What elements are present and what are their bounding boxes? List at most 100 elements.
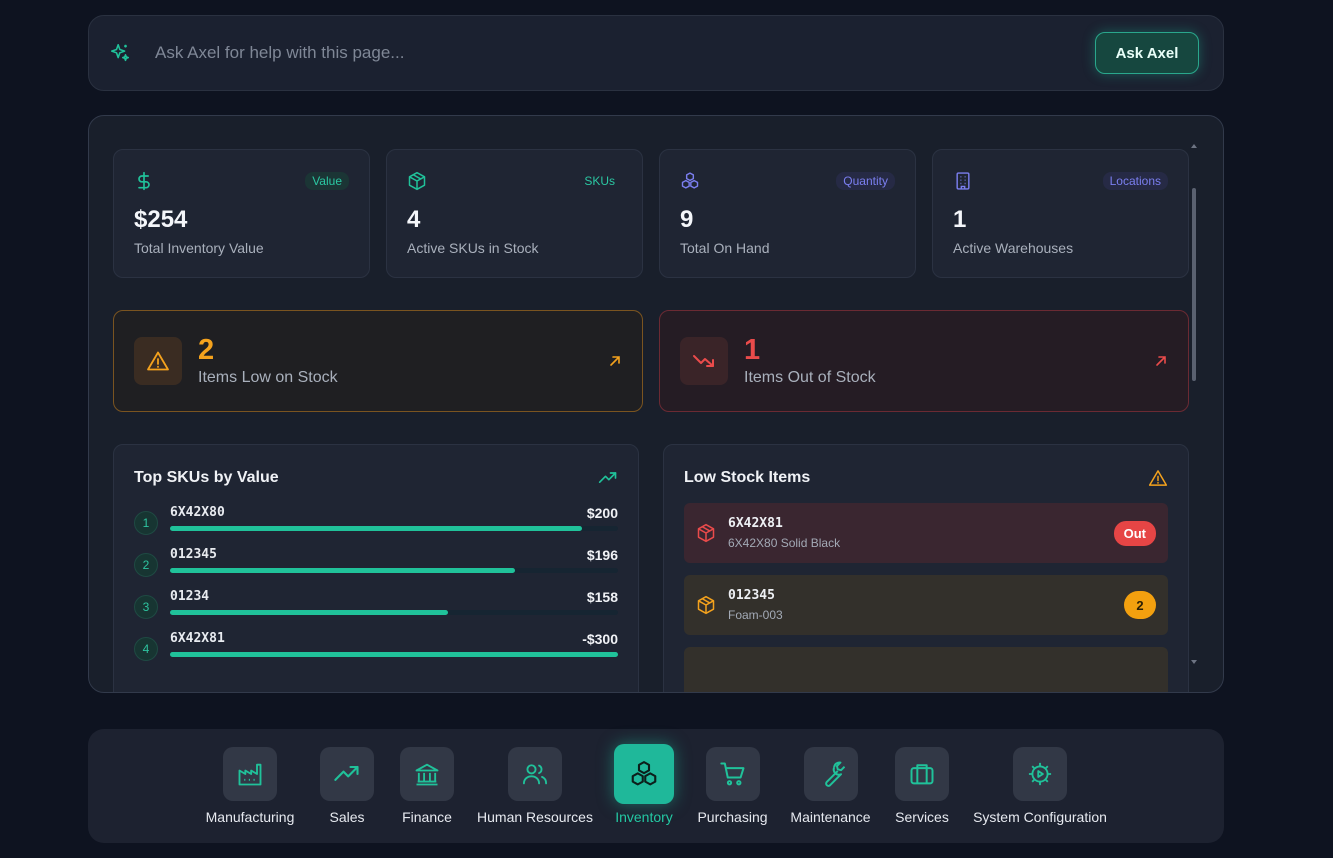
table-row[interactable]: 4 6X42X81 -$300 — [134, 627, 618, 669]
list-item[interactable]: 6X42X81 6X42X80 Solid Black Out — [684, 503, 1168, 563]
ask-axel-input[interactable]: Ask Axel for help with this page... — [155, 43, 405, 62]
rank-badge: 3 — [134, 595, 158, 619]
rank-badge: 1 — [134, 511, 158, 535]
value-bar-track — [170, 526, 618, 531]
gear-icon — [1013, 747, 1067, 801]
warning-icon — [1148, 468, 1168, 488]
low-stock-count: 2 — [198, 334, 215, 366]
sku-value: $158 — [586, 589, 618, 605]
kpi-label: Total Inventory Value — [134, 240, 264, 256]
status-badge: Out — [1113, 520, 1156, 546]
value-bar-track — [170, 652, 618, 657]
dashboard-panel: Value $254 Total Inventory Value SKUs 4 … — [88, 115, 1224, 693]
warning-icon — [134, 337, 182, 385]
item-code: 6X42X81 — [728, 516, 783, 531]
briefcase-icon — [895, 747, 949, 801]
nav-item-purchasing[interactable]: Purchasing — [695, 729, 770, 825]
value-bar-fill — [170, 610, 448, 615]
trending-down-icon — [680, 337, 728, 385]
nav-label: System Configuration — [973, 809, 1107, 825]
item-code: 012345 — [728, 588, 775, 603]
sku-code: 6X42X81 — [170, 631, 225, 646]
kpi-tag: Locations — [1102, 172, 1168, 190]
box-icon — [696, 595, 716, 615]
box-icon — [407, 171, 427, 191]
sku-value: $200 — [586, 505, 618, 521]
box-icon — [696, 523, 716, 543]
rank-badge: 4 — [134, 637, 158, 661]
value-bar-track — [170, 610, 618, 615]
kpi-value: 4 — [407, 206, 421, 233]
trending-up-icon — [320, 747, 374, 801]
low-stock-alert[interactable]: 2 Items Low on Stock — [113, 310, 643, 412]
scrollbar-thumb[interactable] — [1192, 188, 1196, 381]
table-row[interactable]: 2 012345 $196 — [134, 543, 618, 585]
nav-item-finance[interactable]: Finance — [397, 729, 457, 825]
kpi-card-quantity: Quantity 9 Total On Hand — [659, 149, 916, 278]
kpi-label: Active SKUs in Stock — [407, 240, 539, 256]
table-row[interactable]: 1 6X42X80 $200 — [134, 501, 618, 543]
nav-item-system-configuration[interactable]: System Configuration — [970, 729, 1110, 825]
kpi-tag: SKUs — [584, 174, 615, 188]
sku-value: $196 — [586, 547, 618, 563]
top-skus-list: 1 6X42X80 $200 2 012345 $196 3 01234 $158 4 6X42X8… — [134, 501, 618, 669]
nav-label: Sales — [329, 809, 365, 825]
scroll-down-arrow[interactable] — [1191, 660, 1197, 664]
arrow-up-right-icon[interactable] — [1154, 354, 1168, 368]
low-stock-title: Low Stock Items — [684, 469, 811, 486]
nav-item-sales[interactable]: Sales — [318, 729, 376, 825]
ask-axel-button[interactable]: Ask Axel — [1095, 32, 1199, 74]
wrench-icon — [803, 747, 858, 801]
sku-value: -$300 — [582, 631, 618, 647]
nav-label: Inventory — [615, 809, 673, 825]
kpi-label: Active Warehouses — [953, 240, 1074, 256]
trending-up-icon — [598, 468, 618, 488]
kpi-card-skus: SKUs 4 Active SKUs in Stock — [386, 149, 643, 278]
sku-code: 6X42X80 — [170, 505, 225, 520]
rank-badge: 2 — [134, 553, 158, 577]
top-skus-title: Top SKUs by Value — [134, 469, 279, 486]
out-of-stock-alert[interactable]: 1 Items Out of Stock — [659, 310, 1189, 412]
boxes-icon — [680, 171, 700, 191]
list-item[interactable]: 012345 Foam-003 2 — [684, 575, 1168, 635]
nav-label: Finance — [402, 809, 452, 825]
low-stock-list: 6X42X81 6X42X80 Solid Black Out 012345 F… — [684, 503, 1168, 692]
kpi-card-locations: Locations 1 Active Warehouses — [932, 149, 1189, 278]
sku-code: 01234 — [170, 589, 210, 604]
nav-item-human-resources[interactable]: Human Resources — [476, 729, 594, 825]
factory-icon — [223, 747, 277, 801]
sparkle-icon — [109, 42, 131, 64]
module-nav: Manufacturing Sales Finance Human Resour… — [88, 729, 1224, 843]
nav-item-manufacturing[interactable]: Manufacturing — [205, 729, 295, 825]
nav-label: Manufacturing — [205, 809, 295, 825]
arrow-up-right-icon[interactable] — [608, 354, 622, 368]
kpi-label: Total On Hand — [680, 240, 770, 256]
cart-icon — [705, 747, 760, 801]
kpi-tag: Quantity — [836, 172, 895, 190]
low-stock-card: Low Stock Items 6X42X81 6X42X80 Solid Bl… — [663, 444, 1189, 692]
ask-axel-bar: Ask Axel for help with this page... Ask … — [88, 15, 1224, 91]
value-bar-track — [170, 568, 618, 573]
out-of-stock-count: 1 — [744, 334, 761, 366]
item-description: 6X42X80 Solid Black — [728, 536, 841, 550]
item-description: Foam-003 — [728, 608, 783, 622]
value-bar-fill — [170, 652, 618, 657]
list-item[interactable] — [684, 647, 1168, 692]
kpi-value: $254 — [134, 206, 188, 233]
kpi-card-value: Value $254 Total Inventory Value — [113, 149, 370, 278]
kpi-tag: Value — [305, 172, 349, 190]
nav-label: Maintenance — [790, 809, 871, 825]
nav-label: Services — [895, 809, 949, 825]
nav-label: Human Resources — [477, 809, 593, 825]
dollar-icon — [134, 171, 154, 191]
sku-code: 012345 — [170, 547, 217, 562]
value-bar-fill — [170, 526, 583, 531]
nav-item-services[interactable]: Services — [892, 729, 952, 825]
table-row[interactable]: 3 01234 $158 — [134, 585, 618, 627]
scroll-up-arrow[interactable] — [1191, 144, 1197, 148]
out-of-stock-label: Items Out of Stock — [744, 369, 876, 386]
quantity-badge: 2 — [1124, 591, 1156, 619]
nav-item-inventory[interactable]: Inventory — [609, 729, 679, 825]
kpi-value: 1 — [953, 206, 967, 233]
nav-item-maintenance[interactable]: Maintenance — [788, 729, 873, 825]
